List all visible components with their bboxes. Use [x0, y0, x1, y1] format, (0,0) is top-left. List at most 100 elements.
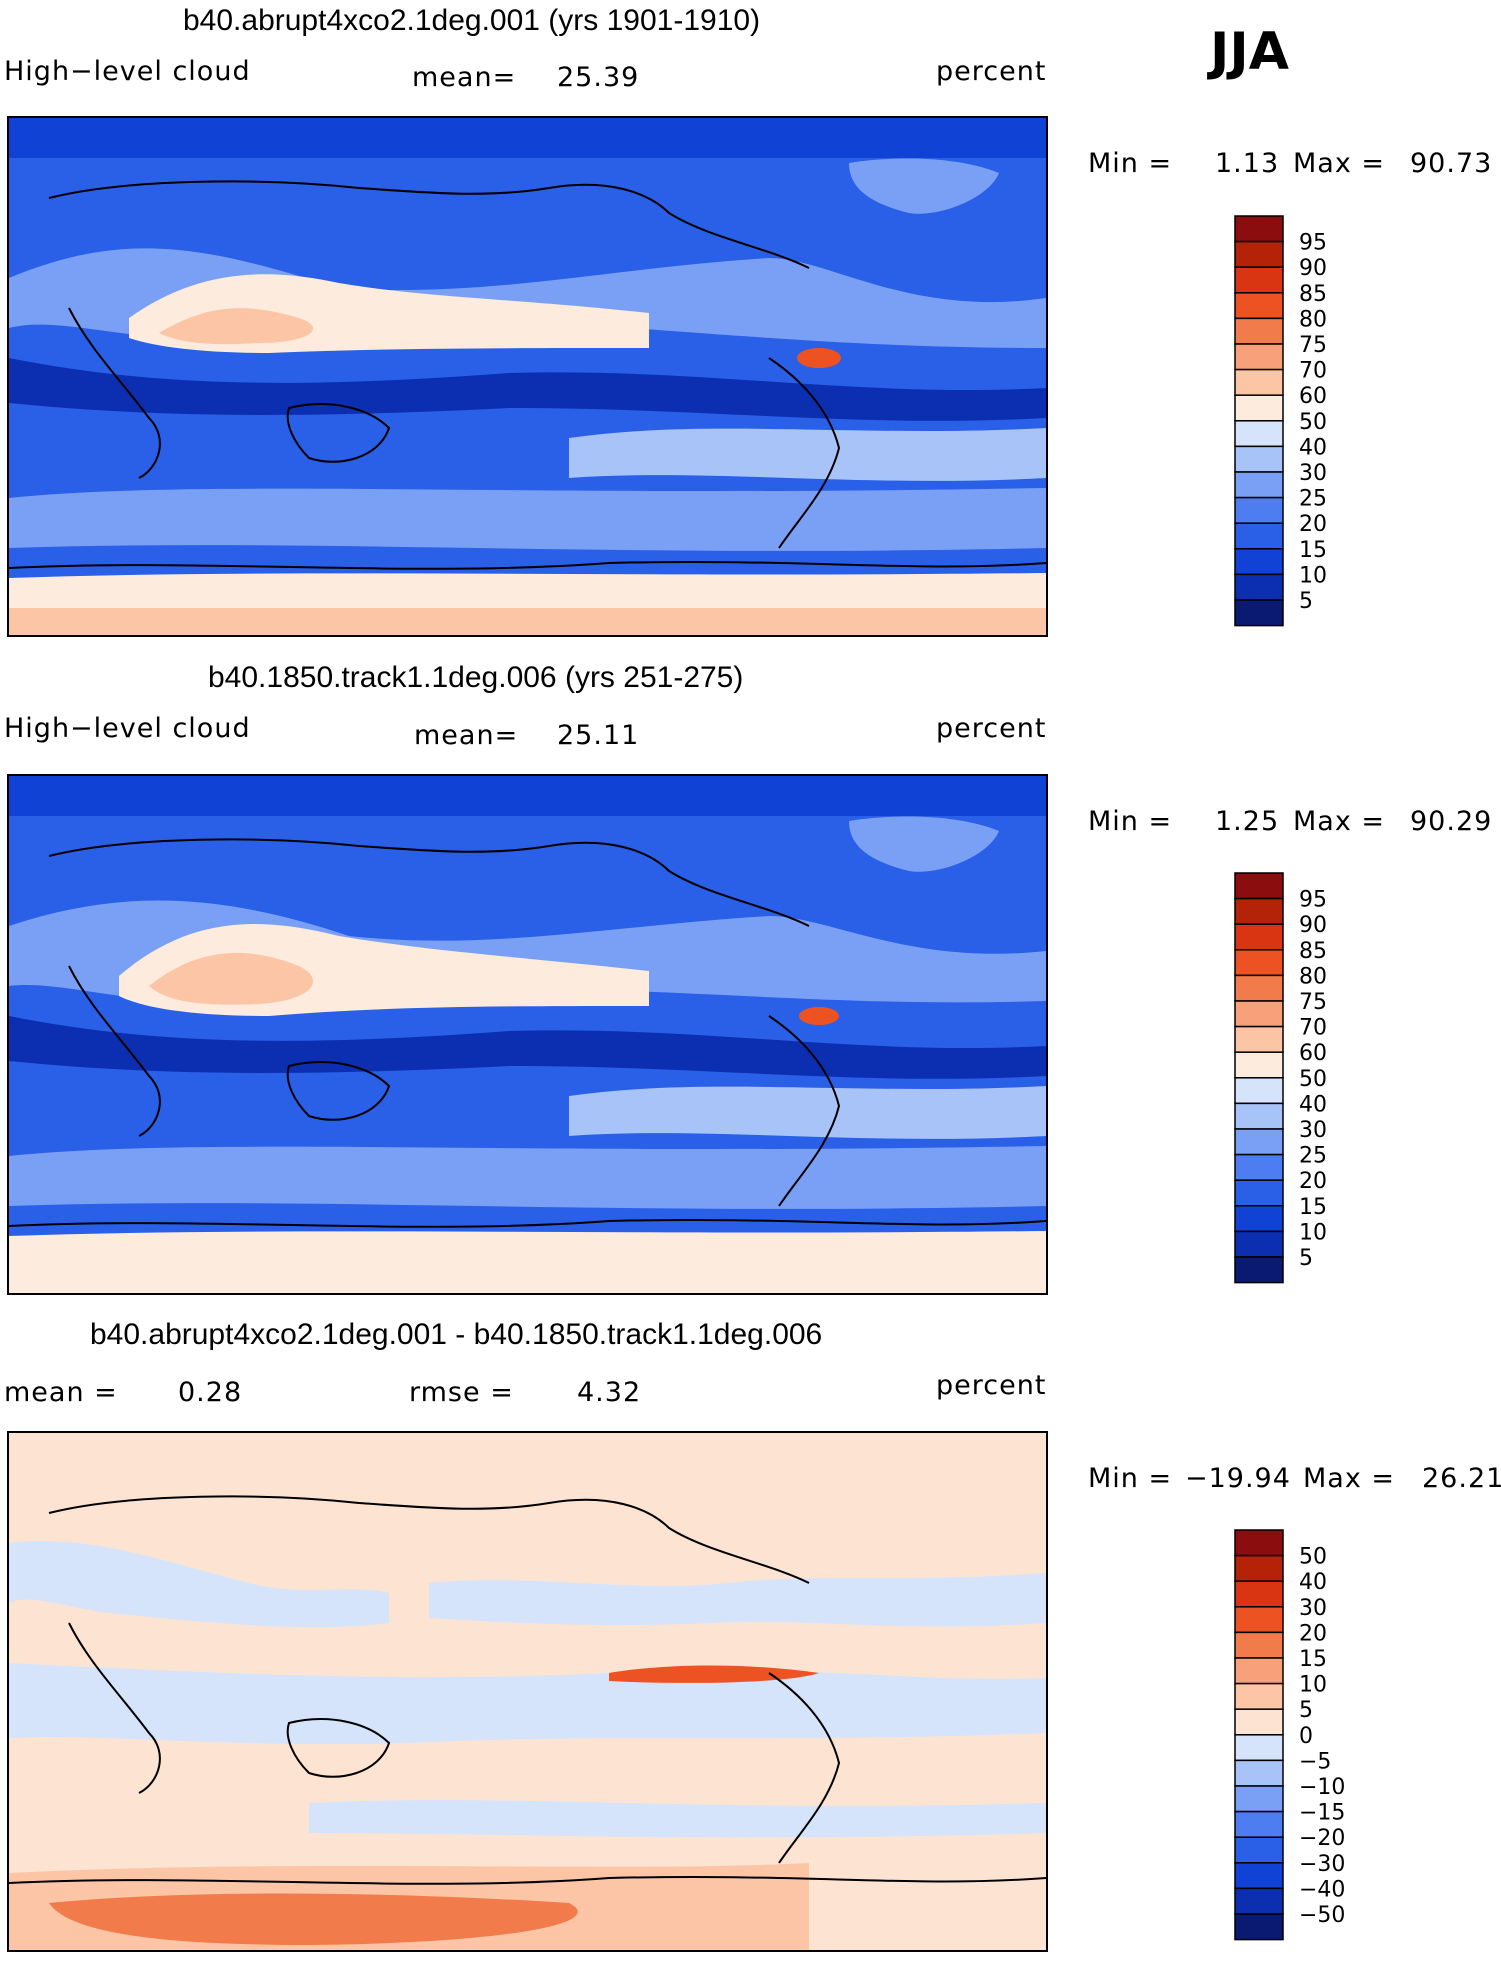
colorbar-tick-label: 20 [1299, 512, 1327, 537]
colorbar-tick-label: 60 [1299, 1041, 1327, 1066]
colorbar-tick-label: 75 [1299, 333, 1327, 358]
panel-3-rmse-label: rmse = [409, 1377, 514, 1408]
panel-2-colorbar: 95 90 85 80 75 70 60 50 40 30 25 20 15 10 5 [1234, 872, 1345, 1287]
colorbar-box [1234, 1205, 1284, 1233]
colorbar-box [1234, 1102, 1284, 1130]
colorbar-box [1234, 1606, 1284, 1634]
colorbar-tick-label: 90 [1299, 913, 1327, 938]
colorbar-tick-label: 30 [1299, 1118, 1327, 1143]
colorbar-box [1234, 1734, 1284, 1762]
panel-3-map [7, 1431, 1048, 1952]
colorbar-tick-label: 15 [1299, 1195, 1327, 1220]
colorbar-tick-label: 20 [1299, 1169, 1327, 1194]
colorbar-box [1234, 394, 1284, 422]
colorbar-box [1234, 1230, 1284, 1258]
colorbar-tick-label: 70 [1299, 359, 1327, 384]
colorbar-tick-label: −30 [1299, 1852, 1345, 1877]
panel-3-title: b40.abrupt4xco2.1deg.001 - b40.1850.trac… [90, 1318, 823, 1351]
colorbar-tick-label: 95 [1299, 231, 1327, 256]
panel-2-mean-label: mean= [414, 720, 519, 751]
panel-3-rmse-value: 4.32 [577, 1377, 642, 1408]
colorbar-tick-label: 60 [1299, 384, 1327, 409]
colorbar-box [1234, 1913, 1284, 1941]
colorbar-box [1234, 1153, 1284, 1181]
colorbar-tick-label: 40 [1299, 1092, 1327, 1117]
colorbar-box [1234, 420, 1284, 448]
colorbar-box [1234, 1657, 1284, 1685]
colorbar-box [1234, 240, 1284, 268]
colorbar-tick-label: 15 [1299, 1647, 1327, 1672]
colorbar-tick-label: 0 [1299, 1724, 1313, 1749]
colorbar-tick-label: 75 [1299, 990, 1327, 1015]
colorbar-box [1234, 1256, 1284, 1284]
colorbar-tick-label: 95 [1299, 888, 1327, 913]
panel-2-max-label: Max = [1293, 806, 1386, 837]
colorbar-box [1234, 1128, 1284, 1156]
colorbar-tick-label: 25 [1299, 487, 1327, 512]
panel-3-max-value: 26.21 [1422, 1463, 1501, 1494]
panel-1-mean-value: 25.39 [557, 62, 640, 93]
colorbar-tick-label: 85 [1299, 282, 1327, 307]
colorbar-box [1234, 949, 1284, 977]
panel-2-min-label: Min = [1088, 806, 1173, 837]
colorbar-box [1234, 368, 1284, 396]
colorbar-box [1234, 292, 1284, 320]
colorbar-tick-label: 50 [1299, 410, 1327, 435]
colorbar-tick-label: 10 [1299, 563, 1327, 588]
colorbar-tick-label: 40 [1299, 1570, 1327, 1595]
colorbar-box [1234, 1554, 1284, 1582]
colorbar-tick-label: 25 [1299, 1144, 1327, 1169]
colorbar-box [1234, 1682, 1284, 1710]
panel-1-min-label: Min = [1088, 148, 1173, 179]
colorbar-box [1234, 471, 1284, 499]
colorbar-tick-label: 10 [1299, 1673, 1327, 1698]
colorbar-box [1234, 1862, 1284, 1890]
colorbar-tick-label: −20 [1299, 1826, 1345, 1851]
colorbar-tick-label: −10 [1299, 1775, 1345, 1800]
panel-3-max-label: Max = [1303, 1463, 1396, 1494]
colorbar-tick-label: 10 [1299, 1220, 1327, 1245]
colorbar-box [1234, 343, 1284, 371]
colorbar-box [1234, 317, 1284, 345]
colorbar-tick-label: −40 [1299, 1877, 1345, 1902]
colorbar-box [1234, 1631, 1284, 1659]
colorbar-tick-label: 20 [1299, 1621, 1327, 1646]
panel-2-units: percent [936, 713, 1047, 744]
colorbar-box [1234, 923, 1284, 951]
panel-1-max-label: Max = [1293, 148, 1386, 179]
panel-3-mean-label: mean = [4, 1377, 118, 1408]
colorbar-box [1234, 1836, 1284, 1864]
panel-3-mean-value: 0.28 [178, 1377, 243, 1408]
colorbar-tick-label: −15 [1299, 1801, 1345, 1826]
colorbar-box [1234, 215, 1284, 243]
colorbar-box [1234, 1785, 1284, 1813]
colorbar-tick-label: −50 [1299, 1903, 1345, 1928]
colorbar-box [1234, 1759, 1284, 1787]
panel-3-colorbar: 50 40 30 20 15 10 5 0 −5 −10 −15 −20 −30 −40 −50 [1234, 1529, 1345, 1944]
panel-1-max-value: 90.73 [1410, 148, 1493, 179]
colorbar-box [1234, 897, 1284, 925]
panel-2-variable-label: High−level cloud [4, 713, 251, 744]
panel-1-units: percent [936, 56, 1047, 87]
panel-1-map [7, 116, 1048, 637]
colorbar-box [1234, 599, 1284, 627]
colorbar-box [1234, 1051, 1284, 1079]
panel-2-title: b40.1850.track1.1deg.006 (yrs 251-275) [208, 661, 744, 694]
panel-1-mean-label: mean= [412, 62, 517, 93]
colorbar-box [1234, 445, 1284, 473]
colorbar-tick-label: 15 [1299, 538, 1327, 563]
colorbar-tick-label: 90 [1299, 256, 1327, 281]
colorbar-tick-label: 70 [1299, 1016, 1327, 1041]
colorbar-tick-label: 5 [1299, 1698, 1313, 1723]
colorbar-tick-label: 40 [1299, 435, 1327, 460]
colorbar-tick-label: 5 [1299, 1246, 1313, 1271]
panel-2-map [7, 774, 1048, 1295]
colorbar-tick-label: −5 [1299, 1749, 1331, 1774]
colorbar-tick-label: 50 [1299, 1067, 1327, 1092]
panel-1-title: b40.abrupt4xco2.1deg.001 (yrs 1901-1910) [183, 4, 761, 37]
colorbar-box [1234, 266, 1284, 294]
colorbar-box [1234, 1000, 1284, 1028]
panel-3-units: percent [936, 1370, 1047, 1401]
colorbar-tick-label: 50 [1299, 1545, 1327, 1570]
colorbar-box [1234, 1529, 1284, 1557]
